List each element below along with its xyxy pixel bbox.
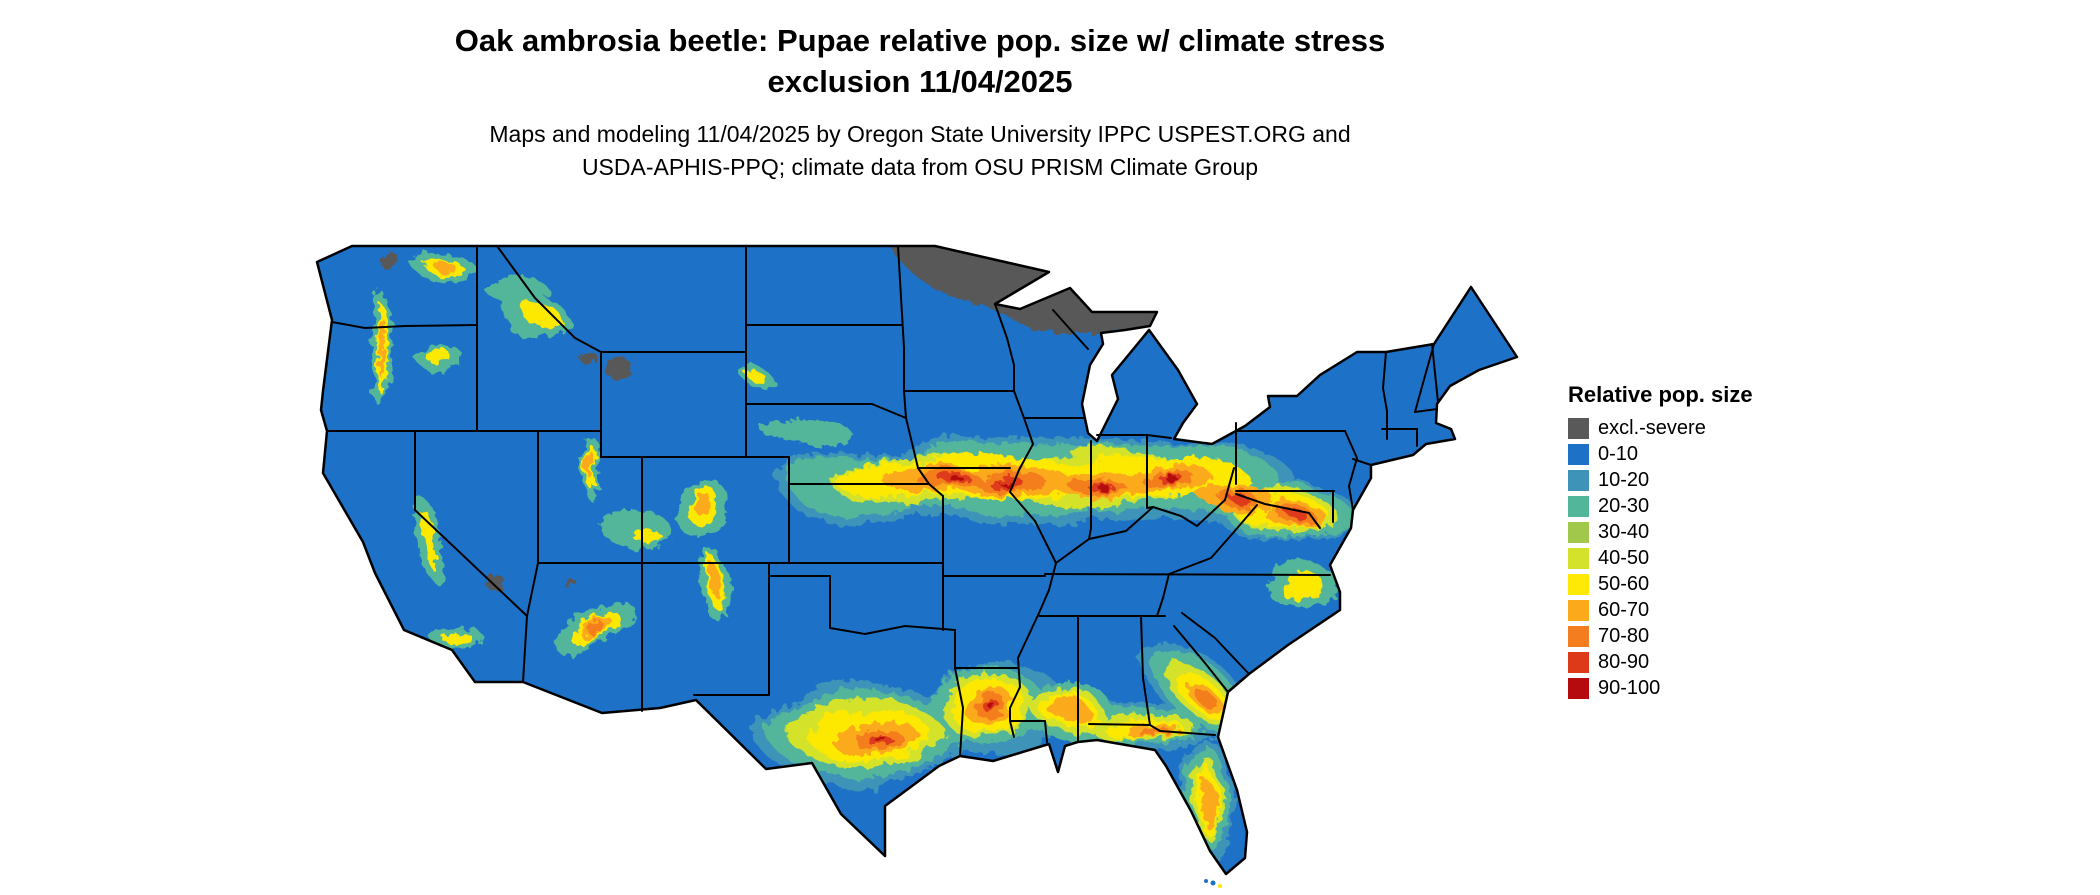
legend-label: 30-40 [1598,521,1650,543]
legend-item: 80-90 [1568,651,1868,673]
legend-swatch [1568,418,1589,439]
legend-item: 20-30 [1568,495,1868,517]
legend-label: 40-50 [1598,547,1650,569]
us-map-container [305,238,1527,890]
legend-items: excl.-severe 0-10 10-20 20-30 30-40 40-5… [1568,417,1868,699]
legend-swatch [1568,496,1589,517]
us-map [315,244,1519,888]
map-subtitle: Maps and modeling 11/04/2025 by Oregon S… [300,118,1540,184]
legend-label: 20-30 [1598,495,1650,517]
legend-item: 50-60 [1568,573,1868,595]
legend-label: 0-10 [1598,443,1639,465]
legend-swatch [1568,548,1589,569]
legend: Relative pop. size excl.-severe 0-10 10-… [1568,382,1868,704]
legend-label: 90-100 [1598,677,1661,699]
legend-swatch [1568,652,1589,673]
legend-item: 60-70 [1568,599,1868,621]
base-region-0-10 [317,246,1517,874]
legend-swatch [1568,678,1589,699]
legend-item: excl.-severe [1568,417,1868,439]
legend-item: 30-40 [1568,521,1868,543]
map-title-line1: Oak ambrosia beetle: Pupae relative pop.… [454,23,1386,58]
legend-label: excl.-severe [1598,417,1706,439]
region-90-100 [876,474,1176,744]
legend-label: 50-60 [1598,573,1650,595]
legend-label: 60-70 [1598,599,1650,621]
legend-swatch [1568,574,1589,595]
legend-item: 10-20 [1568,469,1868,491]
state-borders [326,245,1439,757]
legend-item: 0-10 [1568,443,1868,465]
map-subtitle-line2: USDA-APHIS-PPQ; climate data from OSU PR… [581,154,1259,180]
legend-item: 90-100 [1568,677,1868,699]
legend-swatch [1568,444,1589,465]
florida-keys [1204,879,1222,888]
region-60-70 [376,262,1320,832]
legend-swatch [1568,522,1589,543]
legend-item: 70-80 [1568,625,1868,647]
legend-label: 10-20 [1598,469,1650,491]
legend-swatch [1568,470,1589,491]
legend-title: Relative pop. size [1568,382,1753,407]
map-title-line2: exclusion 11/04/2025 [767,64,1073,99]
legend-swatch [1568,600,1589,621]
legend-label: 70-80 [1598,625,1650,647]
legend-label: 80-90 [1598,651,1650,673]
map-title: Oak ambrosia beetle: Pupae relative pop.… [300,20,1540,102]
legend-swatch [1568,626,1589,647]
legend-item: 40-50 [1568,547,1868,569]
map-subtitle-line1: Maps and modeling 11/04/2025 by Oregon S… [489,121,1351,147]
